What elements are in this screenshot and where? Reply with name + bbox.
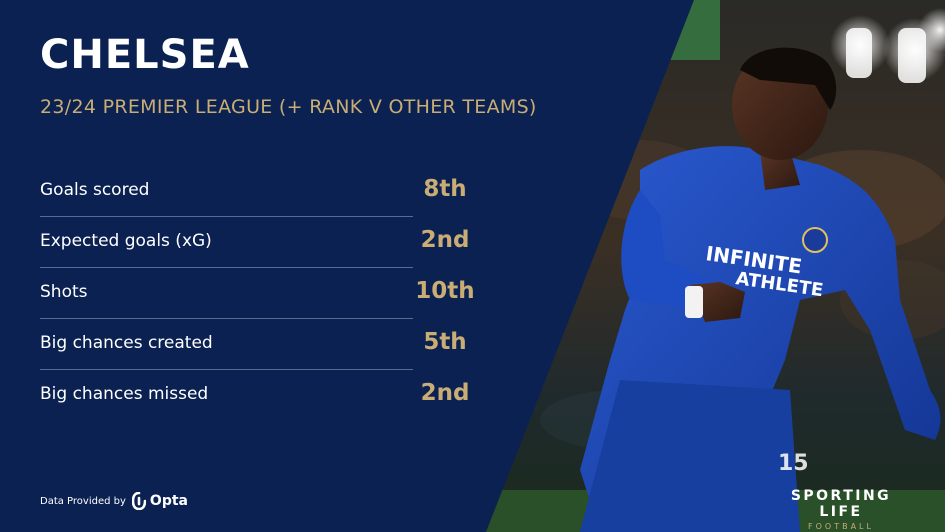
opta-logo: Opta (131, 492, 188, 510)
stats-table: Goals scored 8th Expected goals (xG) 2nd… (40, 166, 480, 421)
stat-row: Big chances created 5th (40, 319, 480, 370)
row-divider (40, 318, 413, 319)
opta-label: Opta (149, 493, 188, 509)
row-divider (40, 369, 413, 370)
row-divider (40, 216, 413, 217)
stat-row: Expected goals (xG) 2nd (40, 217, 480, 268)
stat-rank: 8th (423, 176, 467, 202)
row-divider (40, 267, 413, 268)
stat-label: Goals scored (40, 180, 150, 200)
page-subtitle: 23/24 PREMIER LEAGUE (+ RANK V OTHER TEA… (40, 96, 537, 118)
stat-label: Expected goals (xG) (40, 231, 212, 251)
stat-rank: 10th (415, 278, 475, 304)
stat-rank: 5th (423, 329, 467, 355)
svg-text:15: 15 (778, 451, 809, 476)
opta-icon (131, 492, 146, 510)
brand-sub: FOOTBALL (808, 522, 874, 531)
stat-label: Big chances created (40, 333, 213, 353)
stat-rank: 2nd (420, 227, 470, 253)
stat-row: Shots 10th (40, 268, 480, 319)
brand-name: SPORTING LIFE (790, 488, 892, 520)
stat-label: Big chances missed (40, 384, 209, 404)
data-provider: Data Provided by Opta (40, 492, 188, 510)
stat-rank: 2nd (420, 380, 470, 406)
page-title: CHELSEA (40, 32, 250, 78)
provided-by-label: Data Provided by (40, 495, 126, 507)
stat-row: Big chances missed 2nd (40, 370, 480, 421)
stat-label: Shots (40, 282, 88, 302)
sporting-life-logo: SPORTING LIFE FOOTBALL (766, 488, 916, 531)
stat-row: Goals scored 8th (40, 166, 480, 217)
